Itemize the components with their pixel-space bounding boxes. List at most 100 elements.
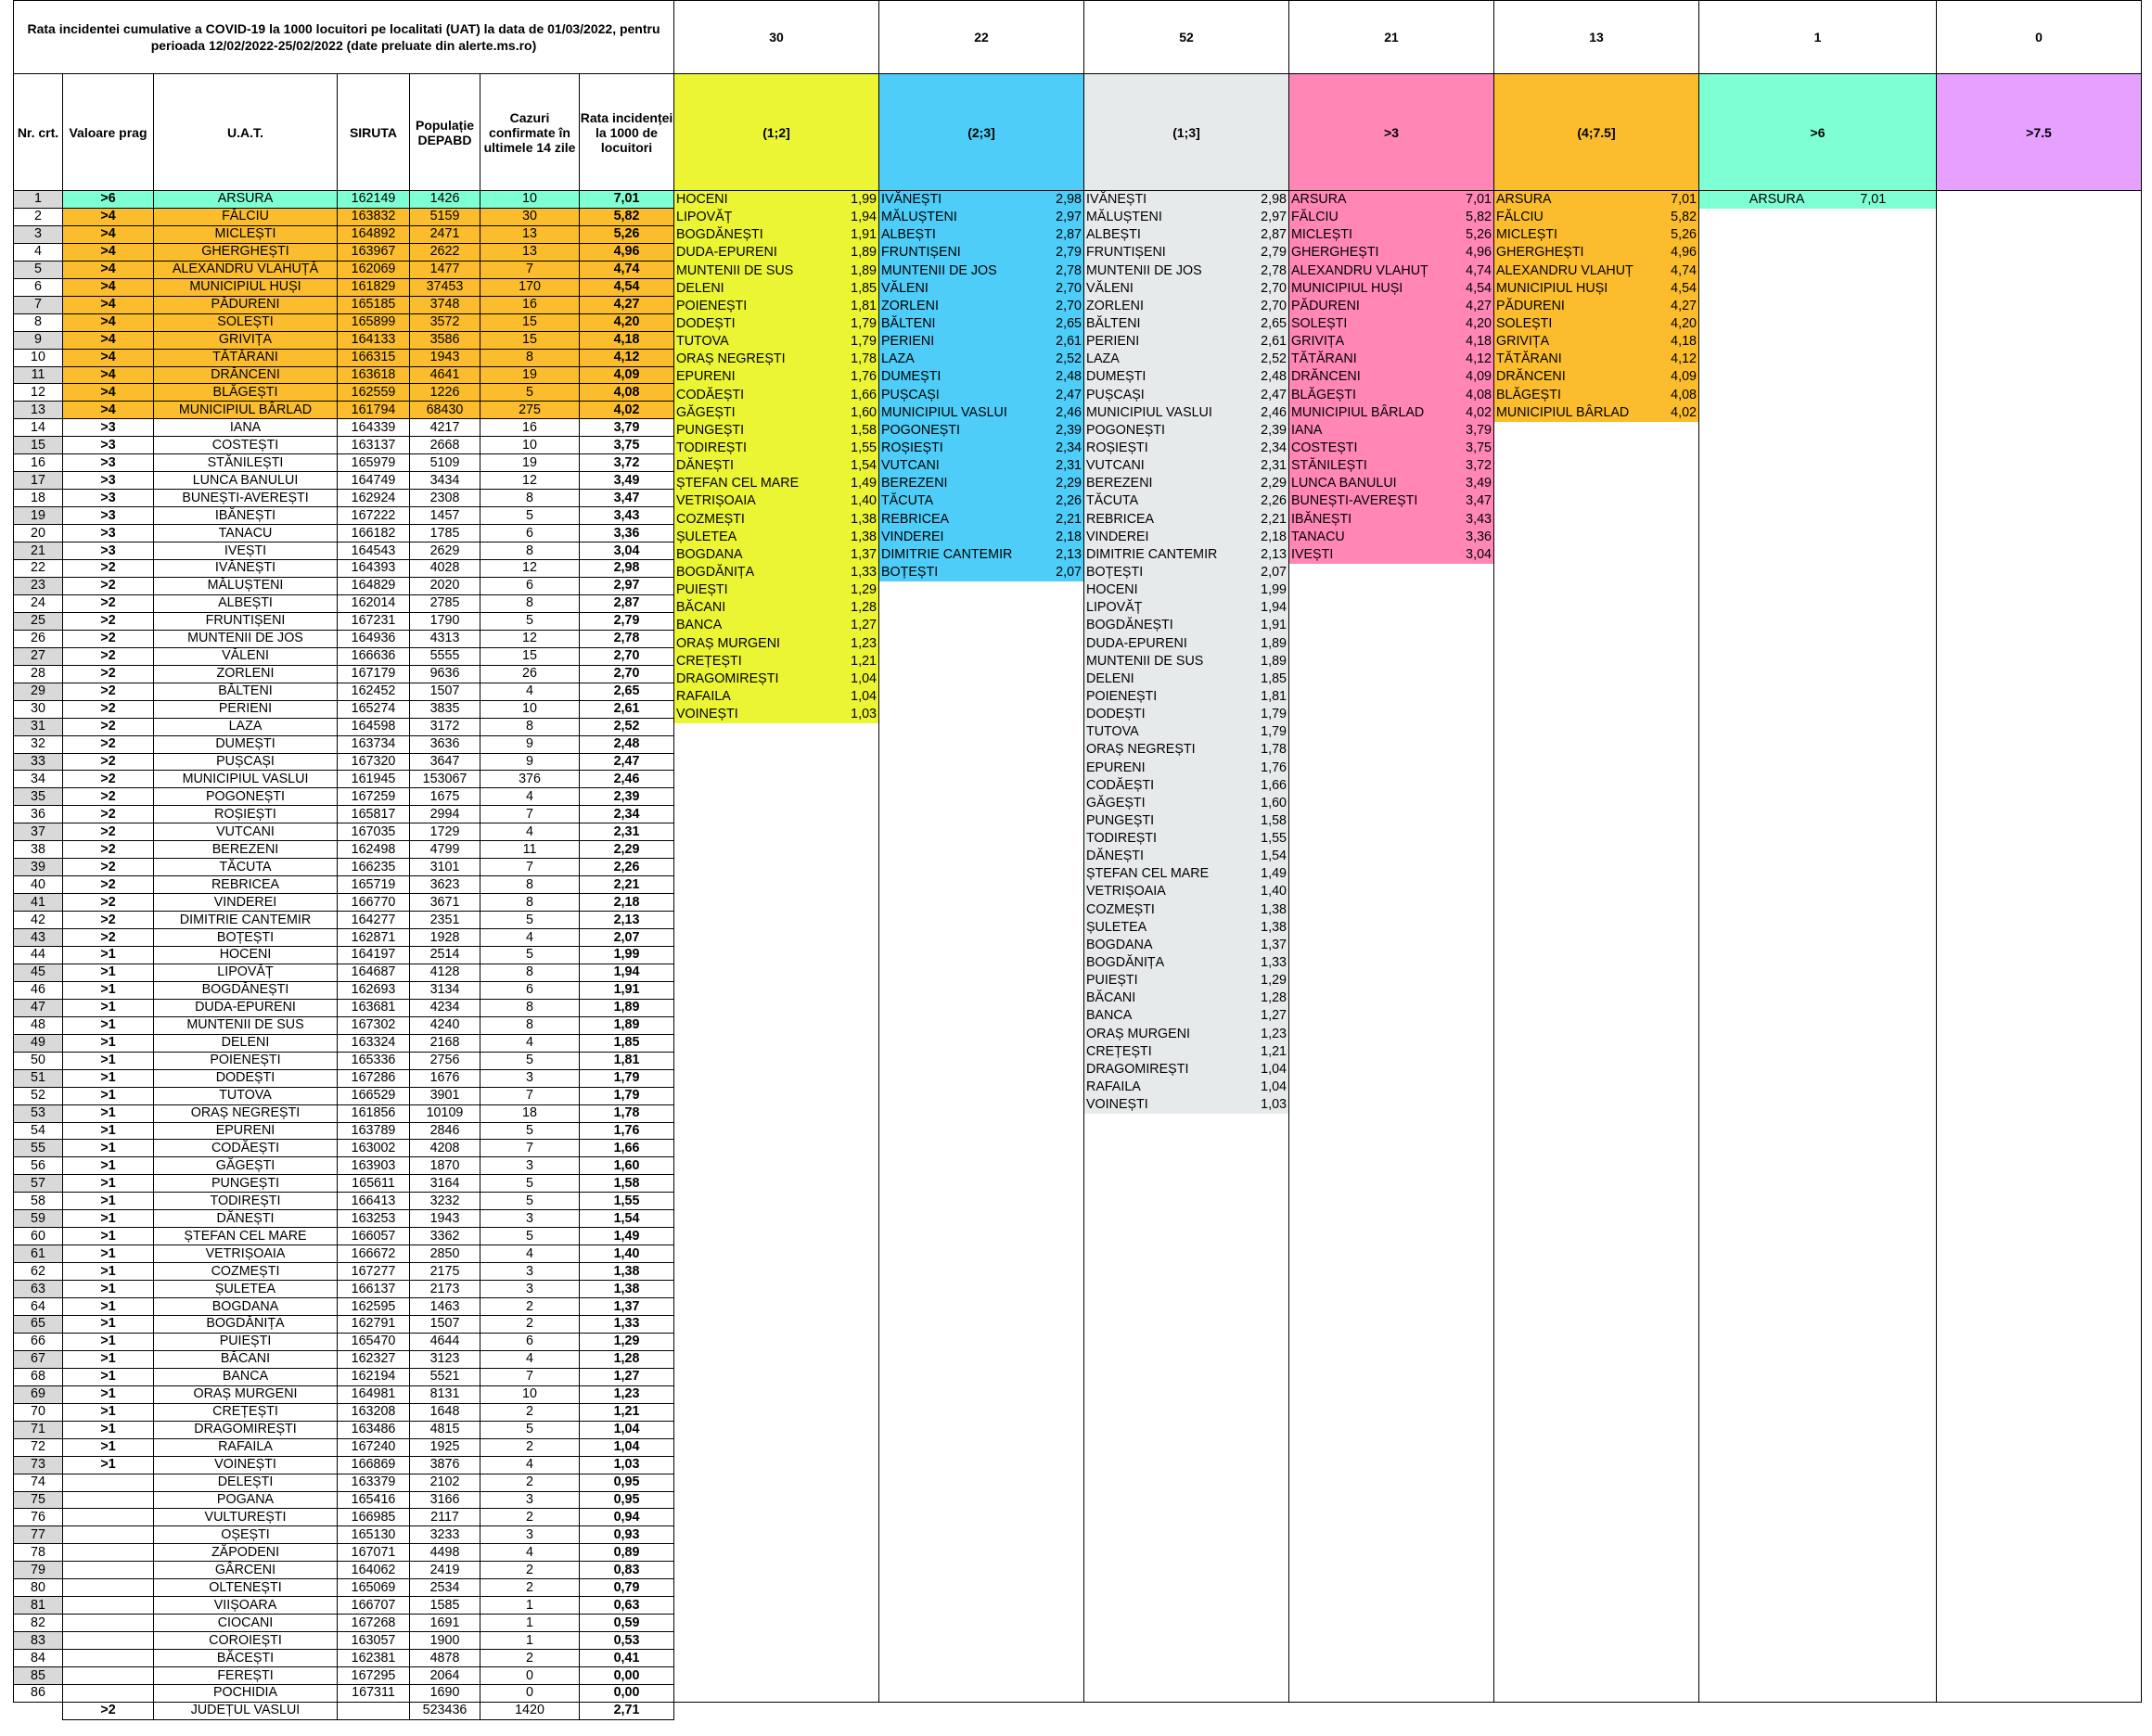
category-item-name: SOLEȘTI — [1291, 315, 1348, 331]
category-item-rate: 1,99 — [851, 192, 877, 207]
category-item-rate: 2,34 — [1261, 440, 1287, 455]
total-blank — [879, 1702, 1084, 1719]
row-siruta: 165899 — [337, 313, 410, 332]
table-row: 15 >3 COSTEȘTI 163137 2668 10 3,75 — [13, 436, 2142, 455]
category-item: ALBEȘTI 2,87 — [879, 226, 1083, 245]
row-siruta: 164829 — [337, 576, 410, 595]
row-population: 8131 — [409, 1385, 480, 1404]
category-item-name: DUDA-EPURENI — [676, 245, 777, 261]
row-population: 3636 — [409, 734, 480, 754]
category-item: IANA 3,79 — [1289, 421, 1493, 440]
row-rate: 0,83 — [579, 1561, 674, 1580]
row-threshold — [62, 1666, 154, 1686]
category-item-rate: 2,29 — [1261, 476, 1287, 491]
category-item-rate: 2,29 — [1056, 476, 1082, 491]
row-population: 37453 — [409, 277, 480, 297]
category-item-rate: 4,20 — [1466, 315, 1492, 331]
category-item: VOINEȘTI 1,03 — [674, 706, 878, 724]
row-threshold: >1 — [62, 1349, 154, 1369]
row-rate: 0,89 — [579, 1543, 674, 1563]
row-threshold: >2 — [62, 717, 154, 736]
row-cases: 4 — [480, 682, 580, 701]
category-item-name: DUMEȘTI — [881, 369, 942, 385]
row-uat: DODEȘTI — [153, 1068, 338, 1088]
row-cases: 12 — [480, 629, 580, 648]
row-siruta: 165719 — [337, 875, 410, 895]
category-item-name: TĂCUTA — [881, 493, 934, 509]
category-item-rate: 2,39 — [1261, 422, 1287, 438]
row-population: 1477 — [409, 260, 480, 279]
row-population: 3835 — [409, 699, 480, 719]
row-uat: MUNICIPIUL BÂRLAD — [153, 401, 338, 420]
row-population: 1226 — [409, 383, 480, 402]
row-siruta: 163967 — [337, 242, 410, 262]
category-item-name: FRUNTIȘENI — [1086, 245, 1166, 261]
category-column: HOCENI 1,99 LIPOVĂȚ 1,94 BOGDĂNEȘTI 1,91 DUDA-… — [673, 190, 879, 1703]
category-item-rate: 2,18 — [1261, 529, 1287, 544]
row-siruta: 166315 — [337, 348, 410, 367]
row-population: 2175 — [409, 1262, 480, 1282]
category-item: MICLEȘTI 5,26 — [1289, 226, 1493, 245]
row-rate: 3,75 — [579, 436, 674, 455]
category-item-name: LIPOVĂȚ — [1086, 600, 1143, 616]
row-cases: 8 — [480, 998, 580, 1017]
row-cases: 170 — [480, 277, 580, 297]
category-item-rate: 1,79 — [1261, 707, 1287, 722]
category-item-name: ZORLENI — [881, 298, 939, 313]
category-item-rate: 2,97 — [1261, 210, 1287, 225]
row-population: 2173 — [409, 1280, 480, 1299]
category-item-name: REBRICEA — [881, 511, 950, 527]
category-item-rate: 1,23 — [1261, 1026, 1287, 1041]
row-rate: 2,52 — [579, 717, 674, 736]
row-cases: 6 — [480, 980, 580, 1000]
row-rate: 1,66 — [579, 1139, 674, 1158]
category-item: LIPOVĂȚ 1,94 — [1084, 599, 1288, 618]
category-item-name: TODIREȘTI — [1086, 831, 1157, 847]
row-uat: OLTENEȘTI — [153, 1578, 338, 1598]
row-rate: 1,55 — [579, 1192, 674, 1211]
row-cases: 0 — [480, 1666, 580, 1686]
row-population: 1675 — [409, 787, 480, 807]
row-uat: OȘEȘTI — [153, 1525, 338, 1545]
category-item-rate: 4,12 — [1671, 351, 1697, 367]
category-item-rate: 3,49 — [1466, 476, 1492, 491]
row-siruta: 167268 — [337, 1614, 410, 1633]
table-row: 22 >2 IVĂNEȘTI 164393 4028 12 2,98 — [13, 559, 2142, 578]
category-count: 1 — [1698, 0, 1937, 74]
category-item-name: DUMEȘTI — [1086, 369, 1146, 385]
row-population: 2351 — [409, 911, 480, 930]
table-row: 74 DELEȘTI 163379 2102 2 0,95 — [13, 1473, 2142, 1492]
category-item-name: BOȚEȘTI — [881, 564, 939, 580]
category-item-rate: 2,70 — [1261, 280, 1287, 296]
category-item-name: TANACU — [1291, 529, 1345, 544]
row-threshold: >4 — [62, 277, 154, 297]
category-item-rate: 3,79 — [1466, 422, 1492, 438]
row-siruta: 166057 — [337, 1227, 410, 1246]
category-list: IVĂNEȘTI 2,98 MĂLUȘTENI 2,97 ALBEȘTI 2,87 FRUN… — [879, 191, 1083, 582]
category-item-name: ALBEȘTI — [1086, 227, 1141, 243]
row-population: 3362 — [409, 1227, 480, 1246]
category-item: ZORLENI 2,70 — [879, 297, 1083, 315]
row-siruta: 162381 — [337, 1649, 410, 1668]
row-threshold: >1 — [62, 963, 154, 982]
row-rate: 1,99 — [579, 945, 674, 964]
row-cases: 13 — [480, 224, 580, 244]
row-rate: 1,78 — [579, 1104, 674, 1123]
row-rate: 2,39 — [579, 787, 674, 807]
category-item: BLĂGEȘTI 4,08 — [1289, 386, 1493, 404]
table-row: 81 VIIȘOARA 166707 1585 1 0,63 — [13, 1596, 2142, 1615]
category-item-name: BĂCANI — [1086, 990, 1136, 1006]
row-threshold: >2 — [62, 734, 154, 754]
row-uat: BĂCANI — [153, 1349, 338, 1369]
category-item: DUDA-EPURENI 1,89 — [674, 244, 878, 262]
row-siruta: 165611 — [337, 1174, 410, 1194]
table-row: 24 >2 ALBEȘTI 162014 2785 8 2,87 — [13, 594, 2142, 613]
row-siruta: 162791 — [337, 1315, 410, 1334]
category-item-rate: 1,37 — [1261, 937, 1287, 952]
category-item-rate: 2,13 — [1261, 546, 1287, 562]
category-item-name: VINDEREI — [1086, 529, 1149, 544]
category-item-rate: 1,03 — [851, 707, 877, 722]
category-item: TUTOVA 1,79 — [1084, 723, 1288, 742]
table-row: 31 >2 LAZA 164598 3172 8 2,52 — [13, 717, 2142, 736]
row-uat: BOGDĂNIȚA — [153, 1315, 338, 1334]
